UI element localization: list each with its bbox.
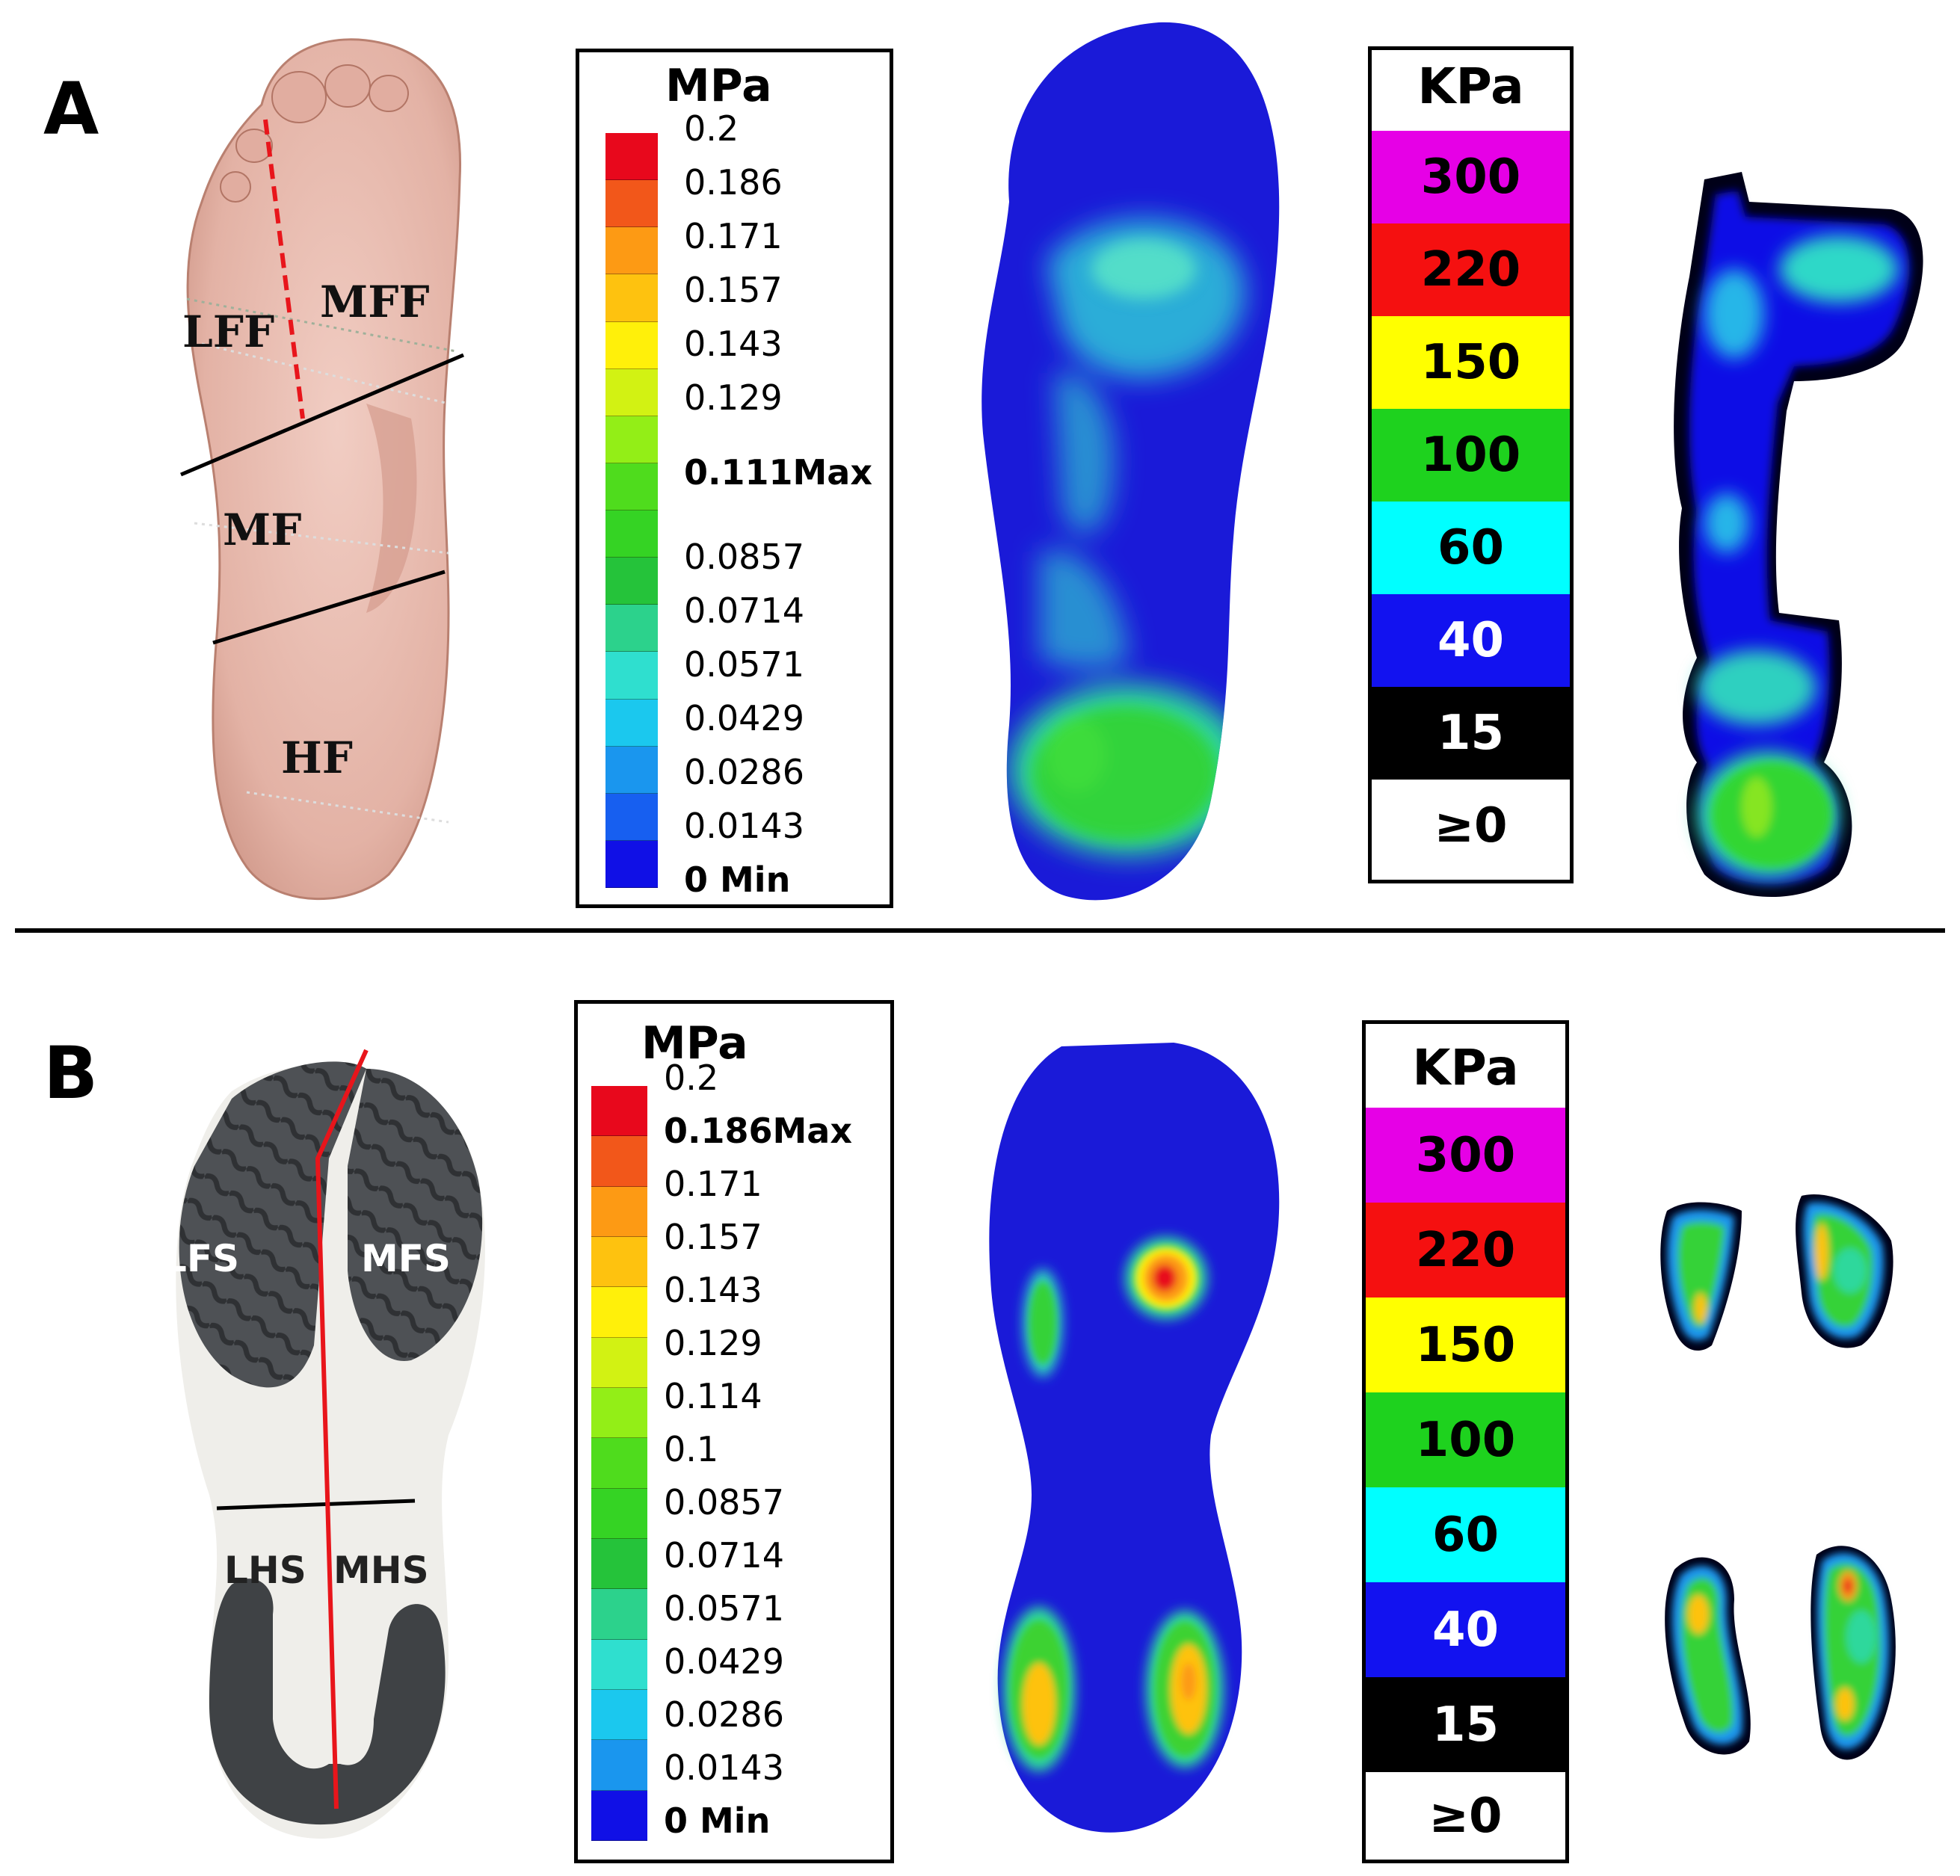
fea-tick-label: 0.171 xyxy=(684,216,783,256)
fea-legend-a: MPa 0.2 0.186 0.171 0.157 0.143 0.129 0.… xyxy=(576,49,893,908)
fea-tick-label: 0.0286 xyxy=(664,1694,784,1735)
fea-tick-label: 0.143 xyxy=(664,1270,762,1310)
fea-tick-label: 0.0571 xyxy=(684,644,804,685)
pressure-legend-unit: KPa xyxy=(1417,58,1524,115)
shoe-rubber-medial xyxy=(348,1069,483,1361)
region-label-hf: HF xyxy=(281,732,353,783)
pressure-legend-unit: KPa xyxy=(1412,1039,1519,1096)
region-label-mf: MF xyxy=(223,505,302,555)
fea-tick-label: 0.129 xyxy=(664,1323,762,1363)
pressure-level-60: 60 xyxy=(1372,502,1570,594)
fea-tick-label: 0.2 xyxy=(684,108,739,149)
pressure-level-220: 220 xyxy=(1366,1203,1565,1298)
fea-tick-label: 0.157 xyxy=(684,270,783,310)
fea-legend-unit: MPa xyxy=(665,60,772,112)
region-boundary xyxy=(212,570,446,645)
fea-tick-label: 0.0429 xyxy=(664,1641,784,1682)
shoe-outsole-diagram xyxy=(176,1049,485,1839)
fea-tick-label: 0.0571 xyxy=(664,1588,784,1629)
fea-tick-label: 0.2 xyxy=(664,1058,719,1098)
pressure-level-15: 15 xyxy=(1372,687,1570,780)
fea-color-bar xyxy=(591,1086,647,1841)
pressure-level-150: 150 xyxy=(1372,316,1570,409)
fea-tick-label: 0.0857 xyxy=(664,1482,784,1522)
region-label-lfs: LFS xyxy=(163,1237,240,1280)
region-boundary xyxy=(180,353,464,477)
pressure-level-15: 15 xyxy=(1366,1677,1565,1772)
pressure-level-300: 300 xyxy=(1366,1108,1565,1203)
fea-tick-label: 0.0714 xyxy=(664,1535,784,1576)
fea-min-label: 0 Min xyxy=(684,860,791,900)
pressure-level-60: 60 xyxy=(1366,1487,1565,1582)
fea-tick-label: 0.0286 xyxy=(684,752,804,792)
panel-divider xyxy=(15,928,1945,933)
toe-shape xyxy=(271,71,327,123)
fea-tick-label: 0.0143 xyxy=(664,1747,784,1788)
fea-tick-label: 0.143 xyxy=(684,324,783,364)
pressure-patch-lhs xyxy=(1665,1557,1751,1755)
fea-tick-label: 0.0429 xyxy=(684,698,804,738)
pressure-level-0: ≥0 xyxy=(1372,780,1570,872)
measured-pressure-map-shoe xyxy=(1660,1194,1896,1760)
region-label-mfs: MFS xyxy=(361,1237,451,1280)
guide-line xyxy=(194,522,449,555)
pressure-legend-a: KPa 300 220 150 100 60 40 15 ≥0 xyxy=(1368,46,1574,883)
pressure-level-40: 40 xyxy=(1366,1582,1565,1677)
panel-label-b: B xyxy=(43,1031,98,1115)
measured-pressure-map-foot xyxy=(1674,172,1923,897)
guide-line xyxy=(186,297,457,353)
foot-sole-diagram xyxy=(180,38,464,900)
arch-shading xyxy=(366,404,417,613)
fea-tick-label: 0.129 xyxy=(684,377,783,418)
fea-pressure-map-insole xyxy=(981,22,1280,901)
pressure-level-150: 150 xyxy=(1366,1298,1565,1392)
region-label-lff: LFF xyxy=(182,306,275,357)
shoe-axis-line xyxy=(315,1049,369,1809)
fea-min-label: 0 Min xyxy=(664,1801,771,1841)
toe-shape xyxy=(235,129,273,163)
pressure-level-100: 100 xyxy=(1366,1392,1565,1487)
toe-shape xyxy=(220,171,251,203)
pressure-patch-mfs xyxy=(1796,1194,1893,1348)
pressure-level-40: 40 xyxy=(1372,594,1570,687)
pressure-level-220: 220 xyxy=(1372,223,1570,316)
region-label-mff: MFF xyxy=(320,277,430,327)
pressure-level-300: 300 xyxy=(1372,131,1570,223)
fea-legend-unit: MPa xyxy=(641,1017,748,1070)
toe-shape xyxy=(369,75,409,112)
toe-shape xyxy=(324,64,371,108)
fea-max-label: 0.186Max xyxy=(664,1111,852,1151)
fea-pressure-map-outsole xyxy=(989,1043,1280,1833)
fea-tick-label: 0.114 xyxy=(664,1376,762,1416)
fea-tick-label: 0.157 xyxy=(664,1217,762,1257)
region-label-mhs: MHS xyxy=(333,1549,429,1592)
foot-axis-line xyxy=(263,119,305,419)
panel-label-a: A xyxy=(43,67,99,151)
foot-outline xyxy=(186,38,462,900)
fea-tick-label: 0.0143 xyxy=(684,806,804,846)
pressure-patch-mhs xyxy=(1810,1546,1896,1760)
pressure-level-100: 100 xyxy=(1372,409,1570,502)
fea-legend-b: MPa 0.2 0.186Max 0.171 0.157 0.143 0.129… xyxy=(574,1000,894,1863)
fea-tick-label: 0.186 xyxy=(684,162,783,203)
pressure-legend-b: KPa 300 220 150 100 60 40 15 ≥0 xyxy=(1362,1020,1569,1863)
pressure-level-0: ≥0 xyxy=(1366,1772,1565,1860)
region-label-lhs: LHS xyxy=(224,1549,306,1592)
fea-tick-label: 0.0714 xyxy=(684,590,804,631)
shoe-rubber-heel xyxy=(209,1579,446,1825)
shoe-rubber-lateral xyxy=(179,1061,366,1388)
fea-tick-label: 0.1 xyxy=(664,1429,719,1469)
fea-tick-label: 0.0857 xyxy=(684,537,804,577)
fea-color-bar xyxy=(605,133,658,888)
pressure-patch-lfs xyxy=(1660,1202,1742,1351)
fea-max-label: 0.111Max xyxy=(684,452,872,493)
guide-line xyxy=(201,342,449,405)
region-boundary xyxy=(216,1499,416,1511)
fea-tick-label: 0.171 xyxy=(664,1164,762,1204)
